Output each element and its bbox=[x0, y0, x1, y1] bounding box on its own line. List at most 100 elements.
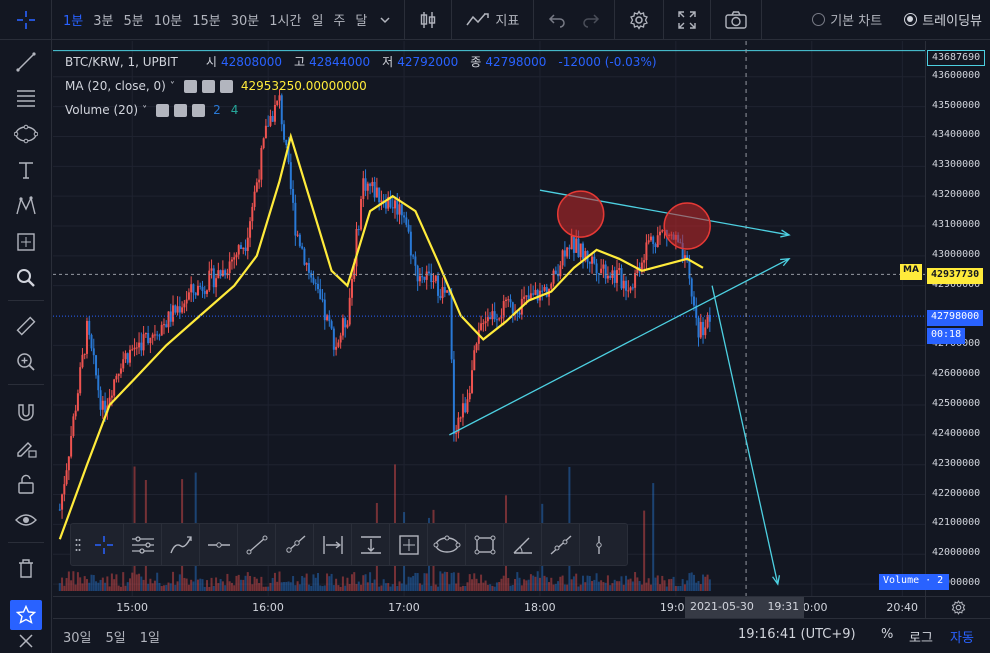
candle-body bbox=[63, 484, 66, 495]
extended-line-tool[interactable] bbox=[541, 524, 579, 565]
volume-label[interactable]: Volume (20) bbox=[65, 103, 139, 117]
price-chart[interactable] bbox=[53, 41, 925, 596]
candle-body bbox=[489, 317, 492, 320]
volume-chevron-icon[interactable]: ˅ bbox=[142, 104, 148, 116]
percent-toggle[interactable]: % bbox=[881, 627, 894, 642]
search-tool[interactable] bbox=[12, 264, 40, 292]
volume-remove-icon[interactable] bbox=[192, 103, 206, 117]
magnet-tool[interactable] bbox=[12, 398, 40, 426]
projection-tool[interactable] bbox=[12, 228, 40, 256]
ellipse-tool[interactable] bbox=[427, 524, 465, 565]
candle-body bbox=[251, 206, 254, 222]
trash-icon bbox=[19, 559, 33, 578]
volume-bar bbox=[79, 577, 82, 591]
candle-body bbox=[76, 393, 79, 411]
horizontal-ray-tool[interactable] bbox=[199, 524, 237, 565]
lock-drawings-tool[interactable] bbox=[12, 434, 40, 462]
close-panel-button[interactable] bbox=[12, 630, 40, 652]
log-toggle[interactable]: 로그 bbox=[909, 631, 933, 646]
volume-bar bbox=[677, 586, 680, 591]
fib-tool[interactable] bbox=[12, 84, 40, 112]
brush-tool[interactable] bbox=[161, 524, 199, 565]
vertical-line-tool[interactable] bbox=[579, 524, 617, 565]
timeframe-3[interactable]: 10분 bbox=[153, 14, 183, 29]
date-price-range-tool[interactable] bbox=[389, 524, 427, 565]
volume-bar bbox=[618, 581, 621, 591]
screenshot-button[interactable] bbox=[717, 0, 755, 40]
visibility-tool[interactable] bbox=[12, 506, 40, 534]
candle-body bbox=[305, 263, 308, 265]
timeframe-5[interactable]: 30분 bbox=[230, 14, 260, 29]
date-range-tool[interactable] bbox=[313, 524, 351, 565]
indicators-button[interactable]: 지표 bbox=[458, 0, 527, 40]
undo-button[interactable] bbox=[540, 0, 574, 40]
scale-settings-button[interactable] bbox=[925, 596, 990, 618]
crosshair-tool[interactable] bbox=[85, 524, 123, 565]
drag-handle-icon[interactable] bbox=[71, 524, 85, 565]
xabcd-tool[interactable] bbox=[12, 192, 40, 220]
text-tool[interactable] bbox=[12, 156, 40, 184]
line-segment-tool[interactable] bbox=[237, 524, 275, 565]
volume-settings-icon[interactable] bbox=[156, 103, 170, 117]
volume-bar bbox=[239, 579, 242, 591]
trend-line-tool[interactable] bbox=[12, 48, 40, 76]
ray-tool[interactable] bbox=[275, 524, 313, 565]
timeframe-1[interactable]: 3분 bbox=[93, 14, 114, 29]
ma-visibility-icon[interactable] bbox=[201, 79, 215, 93]
ma-remove-icon[interactable] bbox=[219, 79, 233, 93]
volume-bar bbox=[548, 582, 551, 591]
range-button-1[interactable]: 5일 bbox=[105, 631, 126, 646]
timeframe-7[interactable]: 일 bbox=[311, 14, 324, 29]
price-range-tool[interactable] bbox=[351, 524, 389, 565]
range-button-2[interactable]: 1일 bbox=[139, 631, 160, 646]
candle-body bbox=[507, 299, 510, 301]
timeframe-9[interactable]: 달 bbox=[355, 14, 368, 29]
volume-bar bbox=[104, 582, 107, 591]
ma-settings-icon[interactable] bbox=[183, 79, 197, 93]
timeframe-6[interactable]: 1시간 bbox=[269, 14, 302, 29]
basic-chart-option[interactable]: 기본 차트 bbox=[804, 0, 890, 40]
pattern-tool[interactable] bbox=[12, 120, 40, 148]
volume-visibility-icon[interactable] bbox=[174, 103, 188, 117]
candle-body bbox=[242, 247, 245, 250]
redo-button[interactable] bbox=[574, 0, 608, 40]
volume-bar bbox=[67, 571, 70, 591]
favorites-button[interactable] bbox=[10, 600, 42, 630]
timeframe-4[interactable]: 15분 bbox=[192, 14, 221, 29]
candle-body bbox=[321, 299, 324, 301]
volume-bar bbox=[529, 574, 532, 591]
candle-body bbox=[273, 104, 276, 122]
price-scale[interactable]: 43600000 43500000 43400000 43300000 43200000… bbox=[879, 41, 990, 596]
candle-style-button[interactable] bbox=[411, 0, 445, 40]
lock-tool[interactable] bbox=[12, 470, 40, 498]
clock[interactable]: 19:16:41 (UTC+9) bbox=[738, 627, 856, 642]
auto-toggle[interactable]: 자동 bbox=[950, 631, 974, 646]
measure-tool[interactable] bbox=[12, 312, 40, 340]
tradingview-option[interactable]: 트레이딩뷰 bbox=[896, 0, 990, 40]
timeframe-8[interactable]: 주 bbox=[333, 14, 346, 29]
candle-body bbox=[122, 359, 125, 369]
ma-chevron-icon[interactable]: ˅ bbox=[169, 80, 175, 92]
settings-button[interactable] bbox=[621, 0, 657, 40]
volume-bar bbox=[233, 585, 236, 591]
volume-bar bbox=[156, 572, 159, 591]
candle-body bbox=[72, 416, 75, 437]
timeframe-dropdown[interactable] bbox=[372, 0, 398, 40]
parallel-lines-tool[interactable] bbox=[123, 524, 161, 565]
crosshair-cursor-icon[interactable] bbox=[0, 0, 52, 40]
fullscreen-button[interactable] bbox=[670, 0, 704, 40]
ray-icon bbox=[285, 534, 305, 553]
date-range-icon bbox=[322, 535, 343, 554]
range-button-0[interactable]: 30일 bbox=[63, 631, 92, 646]
delete-drawings-tool[interactable] bbox=[12, 554, 40, 582]
zoom-in-tool[interactable] bbox=[12, 348, 40, 376]
candle-body bbox=[307, 263, 310, 273]
candle-body bbox=[285, 139, 288, 145]
timeframe-2[interactable]: 5분 bbox=[123, 14, 144, 29]
timeframe-0[interactable]: 1분 bbox=[63, 14, 84, 29]
time-scale[interactable]: 15:00 16:00 17:00 18:00 19:00 20:00 20:40 2021… bbox=[53, 596, 925, 618]
ma-label[interactable]: MA (20, close, 0) bbox=[65, 79, 166, 93]
angle-tool[interactable] bbox=[503, 524, 541, 565]
chart-pane[interactable]: BTC/KRW, 1, UPBIT 시 42808000 고 42844000 … bbox=[53, 41, 925, 596]
rectangle-tool[interactable] bbox=[465, 524, 503, 565]
